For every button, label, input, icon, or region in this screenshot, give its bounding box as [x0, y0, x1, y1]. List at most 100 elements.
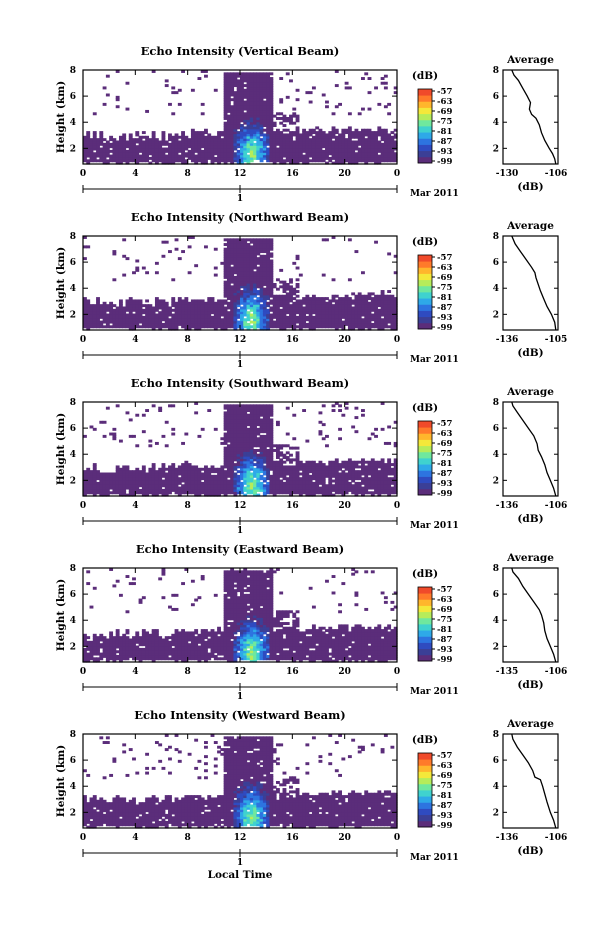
- colorbar-swatch: [418, 298, 432, 305]
- heatmap-cell: [184, 325, 189, 329]
- heatmap-cell: [305, 135, 310, 139]
- heatmap-cell: [253, 456, 257, 459]
- heatmap-cell: [393, 271, 398, 275]
- heatmap-cell: [266, 114, 271, 118]
- heatmap-cell: [128, 320, 133, 324]
- heatmap-cell: [370, 301, 375, 305]
- heatmap-cell: [295, 98, 300, 102]
- heatmap-cell: [341, 311, 346, 315]
- heatmap-cell: [99, 306, 104, 310]
- heatmap-cell: [253, 121, 257, 125]
- heatmap-cell: [230, 91, 235, 95]
- heatmap-cell: [370, 147, 375, 151]
- heatmap-cell: [220, 441, 225, 445]
- heatmap-cell: [390, 142, 395, 146]
- heatmap-cell: [226, 140, 231, 144]
- heatmap-cell: [125, 304, 130, 308]
- heatmap-cell: [361, 313, 365, 317]
- heatmap-cell: [259, 154, 264, 158]
- heatmap-cell: [220, 156, 225, 160]
- heatmap-cell: [112, 474, 117, 478]
- heatmap-cells: [83, 70, 398, 165]
- heatmap-cell: [262, 81, 267, 85]
- heatmap-cell: [370, 156, 375, 160]
- heatmap-cell: [253, 147, 257, 151]
- heatmap-cell: [262, 297, 267, 301]
- heatmap-cell: [321, 149, 326, 153]
- heatmap-cell: [246, 93, 251, 97]
- heatmap-cell: [171, 145, 176, 149]
- heatmap-cell: [311, 327, 316, 331]
- heatmap-cell: [347, 308, 352, 312]
- heatmap-cell: [233, 250, 238, 254]
- heatmap-cell: [266, 453, 271, 457]
- heatmap-cell: [253, 238, 257, 242]
- heatmap-cell: [141, 308, 146, 312]
- heatmap-cell: [141, 315, 146, 319]
- heatmap-cell: [128, 304, 133, 308]
- heatmap-cell: [377, 313, 382, 317]
- heatmap-cell: [118, 488, 123, 492]
- heatmap-cell: [164, 484, 169, 488]
- heatmap-cell: [223, 161, 228, 165]
- heatmap-cell: [334, 479, 339, 483]
- heatmap-cell: [125, 159, 130, 163]
- heatmap-cell: [361, 156, 365, 160]
- heatmap-cell: [279, 147, 284, 151]
- heatmap-cell: [262, 147, 267, 151]
- heatmap-cell: [305, 318, 310, 322]
- heatmap-cell: [112, 322, 117, 326]
- heatmap-cell: [240, 145, 244, 149]
- heatmap-cell: [240, 107, 244, 111]
- heatmap-cell: [249, 451, 254, 455]
- heatmap-cell: [256, 292, 261, 296]
- heatmap-cell: [364, 486, 369, 490]
- heatmap-cell: [357, 308, 362, 312]
- heatmap-cell: [344, 318, 349, 322]
- heatmap-cell: [168, 154, 172, 158]
- heatmap-cell: [351, 140, 356, 144]
- heatmap-cell: [325, 152, 329, 156]
- heatmap-cell: [249, 77, 254, 80]
- heatmap-cell: [377, 327, 382, 331]
- heatmap-cell: [243, 294, 248, 298]
- heatmap-cell: [370, 145, 375, 149]
- heatmap-cell: [308, 147, 313, 151]
- heatmap-cell: [246, 124, 251, 127]
- heatmap-cell: [96, 301, 100, 305]
- heatmap-cell: [220, 154, 225, 158]
- heatmap-cell: [377, 301, 382, 305]
- heatmap-cell: [223, 418, 228, 422]
- heatmap-cell: [200, 140, 205, 144]
- heatmap-cell: [246, 102, 251, 106]
- heatmap-cell: [275, 133, 280, 137]
- heatmap-cell: [246, 161, 251, 165]
- heatmap-cell: [83, 486, 87, 490]
- heatmap-cell: [370, 477, 375, 481]
- heatmap-cell: [207, 325, 212, 329]
- heatmap-cell: [262, 72, 267, 76]
- heatmap-cell: [266, 266, 271, 270]
- date-axis-label: Mar 2011: [410, 189, 459, 199]
- heatmap-cell: [279, 112, 284, 116]
- heatmap-cell: [217, 152, 221, 156]
- heatmap-cell: [308, 481, 313, 485]
- heatmap-cell: [390, 152, 395, 156]
- heatmap-cell: [338, 299, 342, 303]
- heatmap-cell: [138, 479, 143, 483]
- heatmap-cell: [253, 470, 257, 474]
- heatmap-cell: [217, 161, 221, 165]
- heatmap-cell: [361, 465, 365, 469]
- heatmap-cell: [220, 320, 225, 324]
- heatmap-cell: [374, 491, 378, 495]
- heatmap-cell: [325, 491, 329, 495]
- heatmap-cell: [374, 156, 378, 160]
- heatmap-cell: [321, 477, 326, 481]
- heatmap-cell: [213, 493, 218, 497]
- heatmap-cell: [338, 102, 342, 106]
- heatmap-cell: [344, 299, 349, 303]
- heatmap-cell: [233, 311, 238, 315]
- heatmap-cell: [125, 142, 130, 146]
- heatmap-cell: [279, 161, 284, 165]
- heatmap-cell: [128, 313, 133, 317]
